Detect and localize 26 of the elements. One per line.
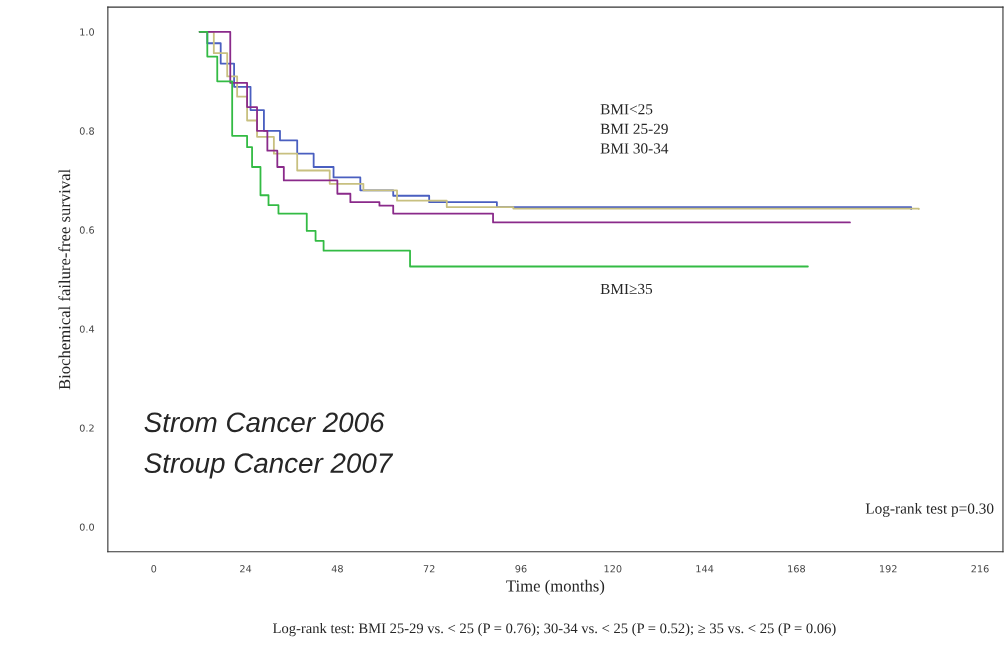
x-tick-label: 192 <box>879 565 897 573</box>
annotation: Strom Cancer 2006 <box>144 412 385 433</box>
x-axis-title: Time (months) <box>506 579 605 595</box>
annotation: BMI 30-34 <box>600 143 669 154</box>
x-tick-label: 216 <box>971 565 989 573</box>
y-tick-label: 0.0 <box>79 523 95 531</box>
x-tick-label: 0 <box>151 565 157 573</box>
x-tick-label: 168 <box>788 565 806 573</box>
text: Log-rank test: BMI 25-29 vs. < 25 (P = 0.76); 30-34 vs. < 25 (P = 0.52); ≥ 35 vs. < 25 (P = 0.06) <box>272 622 836 637</box>
y-tick-label: 1.0 <box>80 28 95 36</box>
y-axis-title: Biochemical failure-free survival <box>58 169 71 390</box>
x-tick-label: 48 <box>331 565 343 573</box>
x-tick-label: 144 <box>696 565 714 573</box>
annotation: BMI 25-29 <box>600 123 668 134</box>
y-tick-label: 0.2 <box>79 424 94 432</box>
annotation: BMI≥35 <box>600 283 653 295</box>
annotation: Log-rank test p=0.30 <box>865 502 994 517</box>
annotation: Stroup Cancer 2007 <box>144 453 394 479</box>
x-tick-label: 72 <box>423 565 435 573</box>
annotation: BMI<25 <box>600 104 653 115</box>
y-tick-label: 0.6 <box>79 226 95 234</box>
y-tick-label: 0.8 <box>79 127 94 135</box>
y-tick-label: 0.4 <box>79 325 95 333</box>
x-tick-label: 120 <box>604 565 622 573</box>
x-tick-label: 24 <box>240 565 252 573</box>
x-tick-label: 96 <box>515 565 527 573</box>
